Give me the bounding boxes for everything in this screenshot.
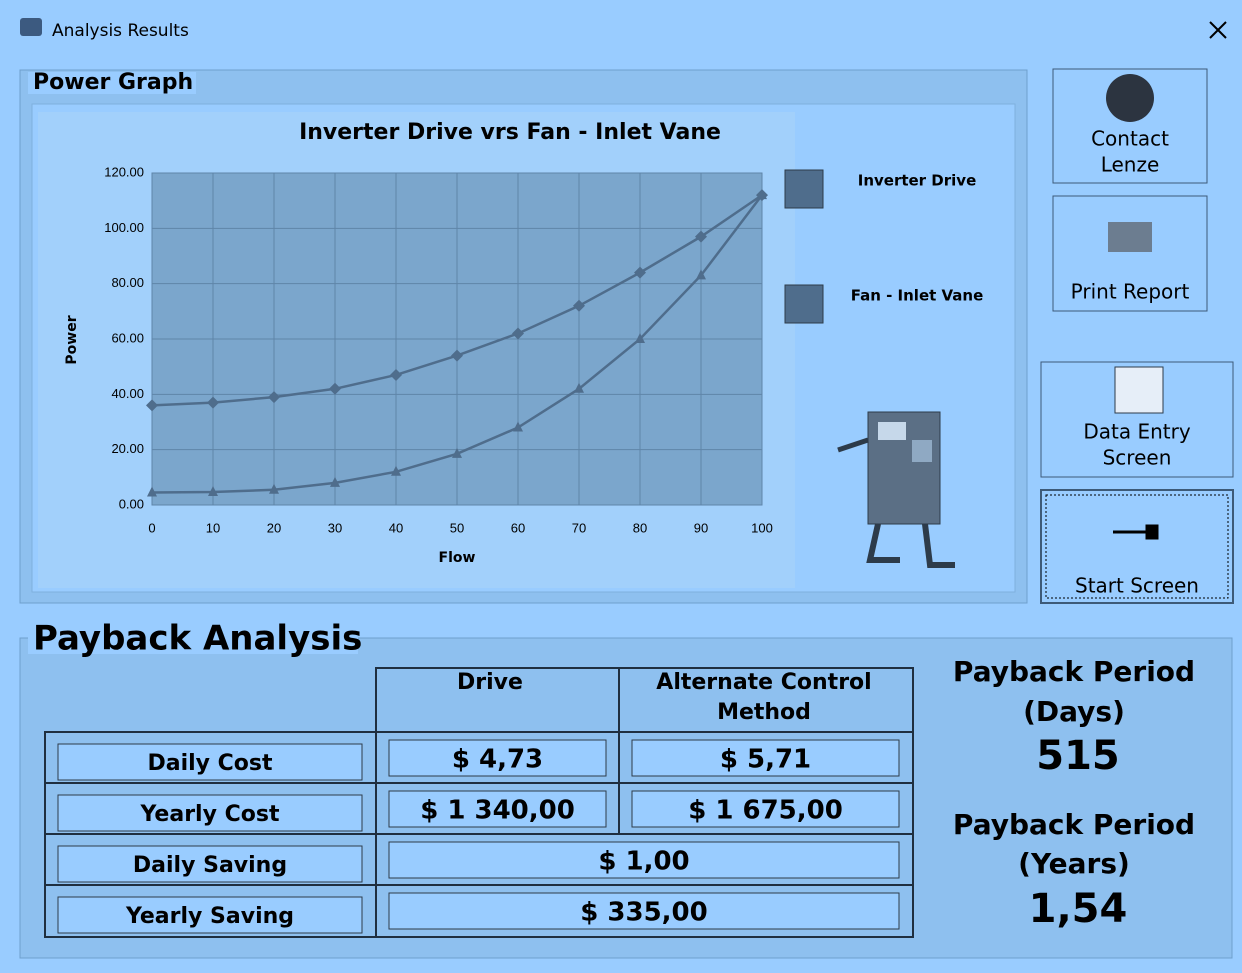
y-tick-label: 0.00 <box>119 496 144 511</box>
window: Analysis Results Power Graph Inverter Dr… <box>0 0 1242 973</box>
legend-swatch <box>785 285 823 323</box>
field-value: Daily Saving <box>133 853 287 878</box>
x-tick-label: 40 <box>389 520 403 535</box>
y-tick-label: 100.00 <box>104 220 144 235</box>
button-label: Print Report <box>1071 280 1190 304</box>
legend-swatch <box>785 170 823 208</box>
x-tick-label: 80 <box>633 520 647 535</box>
legend-label: Inverter Drive <box>858 172 977 190</box>
x-tick-label: 50 <box>450 520 464 535</box>
frame-title: Power Graph <box>33 70 193 95</box>
x-tick-label: 100 <box>751 520 773 535</box>
x-tick-label: 20 <box>267 520 281 535</box>
field-value: $ 4,73 <box>452 745 543 775</box>
field-value: Daily Cost <box>147 751 273 776</box>
legend-label: Fan - Inlet Vane <box>851 287 984 305</box>
y-tick-label: 80.00 <box>111 275 144 290</box>
x-axis-label: Flow <box>439 550 476 566</box>
summary-value: 515 <box>1036 733 1120 779</box>
app-icon <box>20 18 42 36</box>
field-value: $ 1,00 <box>598 847 689 877</box>
column-header: Drive <box>457 670 523 695</box>
y-tick-label: 60.00 <box>111 330 144 345</box>
y-tick-label: 120.00 <box>104 164 144 179</box>
button-label: Screen <box>1103 446 1172 470</box>
summary-label: Payback Period <box>953 655 1195 688</box>
x-tick-label: 70 <box>572 520 586 535</box>
y-axis-label: Power <box>64 315 80 364</box>
button-label: Start Screen <box>1075 574 1199 598</box>
button-label: Data Entry <box>1083 420 1190 444</box>
field-value: Yearly Cost <box>140 802 280 827</box>
button-icon <box>1106 74 1154 122</box>
x-tick-label: 90 <box>694 520 708 535</box>
field-value: $ 5,71 <box>720 745 811 775</box>
window-title: Analysis Results <box>52 21 189 41</box>
frame-title: Payback Analysis <box>33 619 362 659</box>
y-tick-label: 40.00 <box>111 386 144 401</box>
field-value: $ 1 340,00 <box>420 796 575 826</box>
x-tick-label: 0 <box>148 520 155 535</box>
field-value: $ 335,00 <box>580 898 707 928</box>
button-label: Contact <box>1091 127 1169 151</box>
y-tick-label: 20.00 <box>111 441 144 456</box>
field-value: $ 1 675,00 <box>688 796 843 826</box>
summary-label: Payback Period <box>953 808 1195 841</box>
x-tick-label: 60 <box>511 520 525 535</box>
x-tick-label: 30 <box>328 520 342 535</box>
button-icon <box>1115 367 1163 413</box>
chart-title: Inverter Drive vrs Fan - Inlet Vane <box>299 120 721 145</box>
summary-label: (Days) <box>1023 695 1125 728</box>
x-tick-label: 10 <box>206 520 220 535</box>
button-label: Lenze <box>1101 153 1160 177</box>
field-value: Yearly Saving <box>125 904 294 929</box>
summary-value: 1,54 <box>1029 886 1128 932</box>
summary-label: (Years) <box>1018 847 1130 880</box>
button-icon <box>1108 222 1152 252</box>
